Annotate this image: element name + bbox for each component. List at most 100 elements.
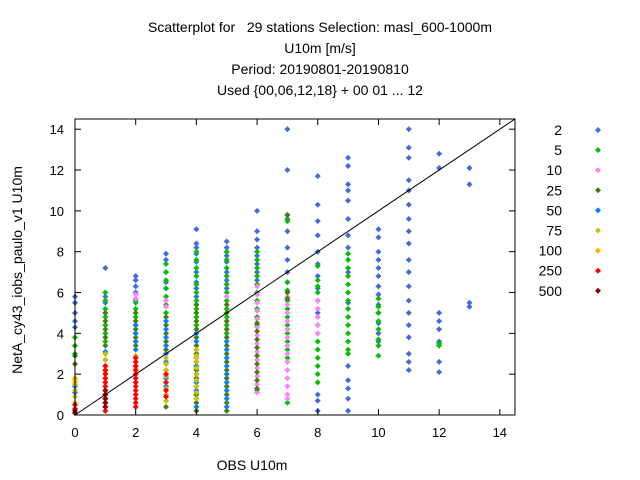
y-tick-label: 12 [50,163,64,178]
data-point [345,363,352,370]
data-point [314,338,321,345]
data-point [132,395,139,402]
data-point [132,309,139,316]
data-point [405,216,412,223]
data-point [284,375,291,382]
data-point [345,181,352,188]
data-point [102,309,109,316]
data-point [132,387,139,394]
data-point [132,383,139,390]
data-point [405,283,412,290]
chart-title-line-1: Scatterplot for 29 stations Selection: m… [148,19,492,35]
data-point [193,244,200,251]
data-point [405,126,412,133]
data-point [405,322,412,329]
data-point [223,354,230,361]
data-point [102,350,109,357]
legend-label: 75 [546,223,562,239]
data-point [102,375,109,382]
data-point [223,314,230,321]
data-point [102,322,109,329]
data-point [132,342,139,349]
data-point [254,340,261,347]
data-point [405,177,412,184]
data-point [193,377,200,384]
data-point [375,234,382,241]
y-axis-label: NetA_cy43_iobs_paulo_v1 U10m [9,166,25,374]
data-point [466,299,473,306]
chart-title-line-2: U10m [m/s] [284,40,356,56]
data-point [102,403,109,410]
data-point [375,273,382,280]
data-point [223,277,230,284]
data-point [345,350,352,357]
data-point [132,330,139,337]
data-point [284,330,291,337]
data-point [132,363,139,370]
data-point [193,265,200,272]
data-point [223,252,230,259]
data-point [163,403,170,410]
legend-label: 2 [554,122,562,138]
data-point [375,265,382,272]
data-point [284,256,291,263]
data-point [223,334,230,341]
axis-ticks: 0 2 4 6 8 10 12 14 0 2 4 6 8 10 12 14 [50,119,515,440]
data-point [223,273,230,280]
data-point [284,338,291,345]
data-point [132,334,139,341]
data-point [375,352,382,359]
data-point [193,403,200,410]
data-point [375,226,382,233]
data-point [284,301,291,308]
data-point [254,320,261,327]
data-point [163,297,170,304]
y-tick-label: 2 [57,367,64,382]
data-point [314,314,321,321]
data-point [254,344,261,351]
data-point [345,314,352,321]
data-point [314,371,321,378]
data-point [254,228,261,235]
data-point [345,330,352,337]
data-point [254,207,261,214]
data-point [345,269,352,276]
data-point [254,373,261,380]
data-point [163,393,170,400]
data-point [345,377,352,384]
data-point [132,299,139,306]
data-point [254,324,261,331]
data-point [223,256,230,263]
data-point [102,305,109,312]
data-point [223,281,230,288]
data-point [193,322,200,329]
data-point [314,354,321,361]
plot-frame [74,118,516,416]
data-point [102,289,109,296]
data-point [284,309,291,316]
data-point [132,305,139,312]
data-point [284,367,291,374]
data-point [223,403,230,410]
data-point [254,273,261,280]
data-point [163,334,170,341]
data-point [436,342,443,349]
data-point [314,277,321,284]
data-point [163,256,170,263]
data-point [193,314,200,321]
data-point [102,318,109,325]
x-tick-label: 4 [193,425,200,440]
data-point [345,281,352,288]
data-point [132,379,139,386]
legend-marker [595,227,601,234]
data-point [132,322,139,329]
data-point [314,305,321,312]
data-point [254,381,261,388]
data-point [193,305,200,312]
data-point [254,348,261,355]
data-point [223,265,230,272]
data-point [102,356,109,363]
y-tick-label: 4 [57,326,64,341]
data-point [132,399,139,406]
